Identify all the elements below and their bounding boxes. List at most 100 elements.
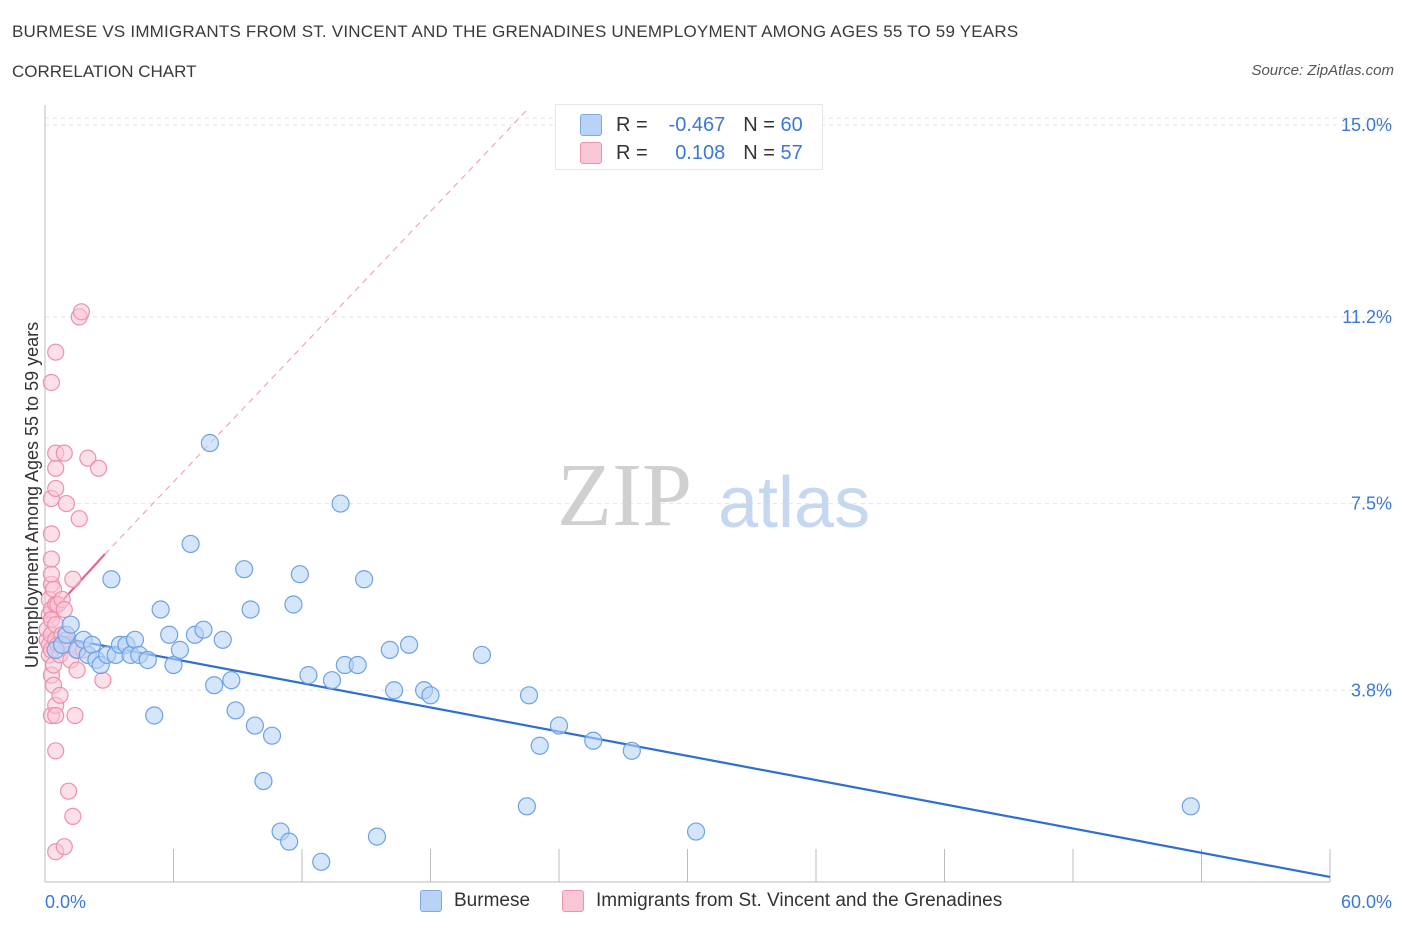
r-value-immigrants: 0.108 [675, 141, 726, 164]
data-point-immigrants [42, 565, 61, 583]
data-point-burmese [164, 655, 183, 675]
y-axis-label: Unemployment Among Ages 55 to 59 years [22, 322, 42, 668]
data-point-immigrants [64, 570, 82, 588]
data-point-immigrants [42, 373, 61, 392]
data-point-burmese [519, 686, 539, 705]
data-point-burmese [472, 645, 491, 665]
n-value-immigrants: 57 [780, 141, 803, 164]
data-point-burmese [160, 625, 179, 644]
data-point-immigrants [47, 459, 65, 477]
data-point-burmese [222, 671, 241, 690]
data-point-immigrants [64, 807, 82, 826]
data-point-burmese [331, 494, 350, 513]
data-point-burmese [584, 731, 603, 750]
y-tick-label: 7.5% [1351, 494, 1392, 514]
data-point-burmese [622, 741, 641, 760]
chart-title: BURMESE VS IMMIGRANTS FROM ST. VINCENT A… [12, 22, 1019, 41]
data-point-burmese [421, 686, 440, 705]
legend-swatch-blue [580, 114, 602, 136]
data-point-burmese [254, 771, 273, 791]
data-point-burmese [348, 655, 367, 675]
r-value-burmese: -0.467 [668, 113, 726, 136]
y-tick-label: 3.8% [1351, 680, 1392, 700]
data-point-burmese [367, 827, 387, 846]
data-point-immigrants [66, 706, 84, 725]
data-point-burmese [226, 701, 245, 720]
legend-row-burmese: R = -0.467 N = 60 [580, 111, 803, 139]
n-label: N = [743, 141, 775, 164]
n-value-burmese: 60 [780, 113, 803, 136]
series-burmese-points [46, 433, 1200, 871]
data-point-immigrants [47, 706, 65, 725]
data-point-burmese [355, 570, 374, 589]
data-point-burmese [384, 681, 404, 700]
axes [44, 105, 1331, 883]
trendline-burmese [44, 633, 1331, 879]
data-point-burmese [299, 666, 318, 685]
data-point-burmese [102, 570, 121, 589]
data-point-immigrants [57, 494, 76, 513]
legend-swatch-blue [420, 890, 442, 912]
data-point-immigrants [42, 525, 61, 543]
correlation-legend: R = -0.467 N = 60 R = 0.108 N = 57 [555, 104, 823, 170]
data-point-burmese [284, 595, 303, 614]
tick-labels: 3.8% 7.5% 11.2% 15.0% 0.0% 60.0% [45, 115, 1392, 912]
data-point-immigrants [51, 686, 69, 704]
data-point-burmese [380, 640, 399, 659]
x-tick-label: 0.0% [45, 892, 86, 912]
data-point-burmese [205, 676, 224, 695]
legend-swatch-pink [580, 142, 602, 164]
data-point-burmese [194, 620, 213, 639]
data-point-immigrants [55, 838, 73, 856]
bottom-legend-burmese: Burmese [420, 890, 530, 912]
data-point-burmese [61, 615, 80, 634]
data-point-burmese [235, 560, 254, 579]
data-point-burmese [399, 635, 419, 654]
y-tick-label: 15.0% [1341, 115, 1392, 135]
data-point-immigrants [89, 459, 108, 477]
data-point-immigrants [42, 550, 61, 568]
data-point-burmese [1181, 797, 1200, 816]
data-point-burmese [213, 630, 232, 649]
data-point-burmese [138, 650, 157, 670]
data-point-burmese [290, 565, 309, 584]
data-point-burmese [549, 716, 569, 735]
data-point-burmese [151, 600, 170, 619]
watermark-atlas: atlas [718, 463, 870, 543]
data-point-immigrants [59, 782, 78, 800]
data-point-burmese [145, 706, 164, 725]
x-tick-label: 60.0% [1341, 892, 1392, 912]
data-point-immigrants [70, 510, 88, 528]
data-point-immigrants [79, 449, 97, 467]
n-label: N = [743, 113, 775, 136]
chart-subtitle: CORRELATION CHART [12, 62, 197, 81]
data-point-burmese [280, 832, 299, 851]
data-point-burmese [530, 736, 549, 755]
data-point-burmese [322, 671, 342, 690]
data-point-immigrants [47, 479, 65, 498]
bottom-legend-immigrants: Immigrants from St. Vincent and the Gren… [562, 890, 1002, 912]
data-point-burmese [517, 797, 536, 816]
data-point-burmese [241, 600, 260, 619]
trendline-immigrants-extended [104, 109, 528, 555]
data-point-immigrants [68, 661, 86, 679]
data-point-burmese [245, 716, 264, 735]
legend-label-burmese: Burmese [454, 890, 531, 911]
series-immigrants-points [38, 303, 112, 861]
legend-swatch-pink [562, 890, 584, 912]
r-label: R = [616, 113, 648, 136]
data-point-burmese [170, 640, 190, 659]
data-point-immigrants [94, 671, 112, 689]
data-point-burmese [686, 822, 706, 841]
data-point-immigrants [47, 343, 65, 361]
data-point-immigrants [47, 742, 65, 760]
data-point-immigrants [55, 600, 73, 619]
data-point-immigrants [72, 303, 91, 321]
data-point-burmese [125, 630, 145, 649]
data-point-immigrants [55, 444, 73, 462]
legend-row-immigrants: R = 0.108 N = 57 [580, 139, 803, 167]
y-tick-label: 11.2% [1342, 307, 1392, 327]
data-point-burmese [200, 433, 220, 453]
data-point-burmese [181, 534, 200, 554]
data-point-burmese [262, 726, 282, 745]
